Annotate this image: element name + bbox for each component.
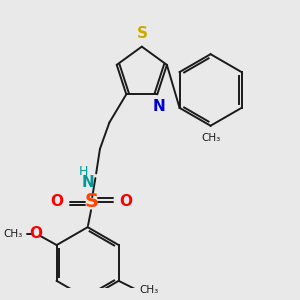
Text: S: S bbox=[137, 26, 148, 41]
Text: O: O bbox=[120, 194, 133, 209]
Text: O: O bbox=[50, 194, 63, 209]
Text: S: S bbox=[84, 192, 98, 211]
Text: CH₃: CH₃ bbox=[201, 133, 220, 143]
Text: CH₃: CH₃ bbox=[4, 229, 23, 239]
Text: N: N bbox=[153, 99, 166, 114]
Text: O: O bbox=[29, 226, 43, 241]
Text: CH₃: CH₃ bbox=[140, 285, 159, 295]
Text: H: H bbox=[79, 165, 88, 178]
Text: N: N bbox=[82, 176, 94, 190]
